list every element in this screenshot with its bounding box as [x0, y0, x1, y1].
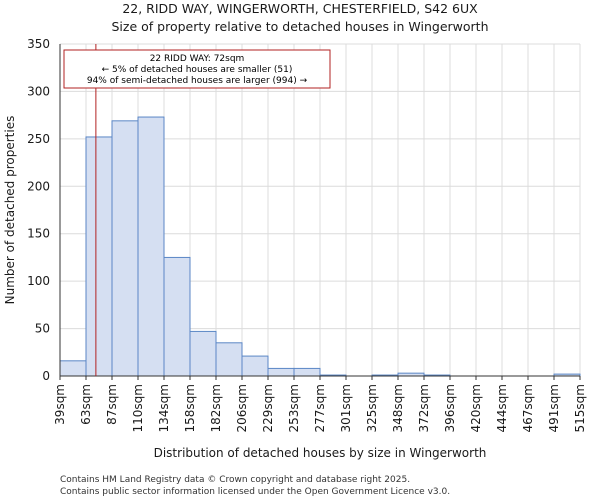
x-tick-label: 372sqm: [417, 384, 431, 432]
x-tick-label: 182sqm: [209, 384, 223, 432]
y-tick-label: 150: [27, 227, 50, 241]
x-tick-label: 348sqm: [391, 384, 405, 432]
x-tick-label: 396sqm: [443, 384, 457, 432]
annotation-line-1: 22 RIDD WAY: 72sqm: [150, 54, 245, 64]
bar-134sqm: [163, 256, 191, 377]
annotation-frame: [63, 49, 331, 89]
x-tick-label: 420sqm: [469, 384, 483, 432]
x-tick-label: 87sqm: [105, 384, 119, 425]
y-tick-label: 200: [27, 179, 50, 193]
y-tick-label: 0: [42, 369, 50, 383]
x-tick-label: 229sqm: [261, 384, 275, 432]
annotation-line-2: ← 5% of detached houses are smaller (51): [102, 65, 293, 75]
y-tick-label: 350: [27, 37, 50, 51]
x-tick-label: 467sqm: [521, 384, 535, 432]
x-tick-label: 301sqm: [339, 384, 353, 432]
x-tick-label: 206sqm: [235, 384, 249, 432]
y-axis-label: Number of detached properties: [3, 116, 17, 305]
y-tick-label: 250: [27, 132, 50, 146]
x-tick-label: 325sqm: [365, 384, 379, 432]
bar-206sqm: [241, 355, 269, 377]
x-tick-label: 134sqm: [157, 384, 171, 432]
footer-line-2: Contains public sector information licen…: [60, 487, 450, 497]
annotation-line-3: 94% of semi-detached houses are larger (…: [87, 76, 308, 86]
bar-182sqm: [215, 342, 243, 377]
bar-158sqm: [189, 330, 217, 377]
bar-63sqm: [85, 136, 113, 377]
x-tick-label: 39sqm: [53, 384, 67, 425]
footer-line-1: Contains HM Land Registry data © Crown c…: [60, 475, 410, 485]
x-tick-label: 277sqm: [313, 384, 327, 432]
x-tick-label: 444sqm: [495, 384, 509, 432]
chart-title: 22, RIDD WAY, WINGERWORTH, CHESTERFIELD,…: [122, 1, 478, 16]
x-tick-label: 110sqm: [131, 384, 145, 432]
x-tick-label: 158sqm: [183, 384, 197, 432]
y-tick-label: 300: [27, 84, 50, 98]
y-axis-ticks: 0 50 100 150 200 250 300 350: [27, 37, 50, 383]
bar-253sqm: [293, 367, 321, 377]
y-tick-label: 100: [27, 274, 50, 288]
bar-39sqm: [59, 360, 87, 377]
bar-229sqm: [267, 367, 295, 377]
annotation-box: 22 RIDD WAY: 72sqm ← 5% of detached hous…: [63, 49, 331, 89]
bar-110sqm: [137, 116, 165, 377]
y-tick-label: 50: [35, 322, 50, 336]
x-axis-ticks: 39sqm 63sqm 87sqm 110sqm 134sqm 158sqm 182sqm 2…: [53, 376, 587, 432]
x-tick-label: 253sqm: [287, 384, 301, 432]
bars: [59, 116, 581, 377]
x-tick-label: 515sqm: [573, 384, 587, 432]
x-tick-label: 63sqm: [79, 384, 93, 425]
chart-subtitle: Size of property relative to detached ho…: [112, 19, 489, 34]
bar-87sqm: [111, 120, 139, 377]
x-tick-label: 491sqm: [547, 384, 561, 432]
x-axis-label: Distribution of detached houses by size …: [154, 446, 487, 460]
